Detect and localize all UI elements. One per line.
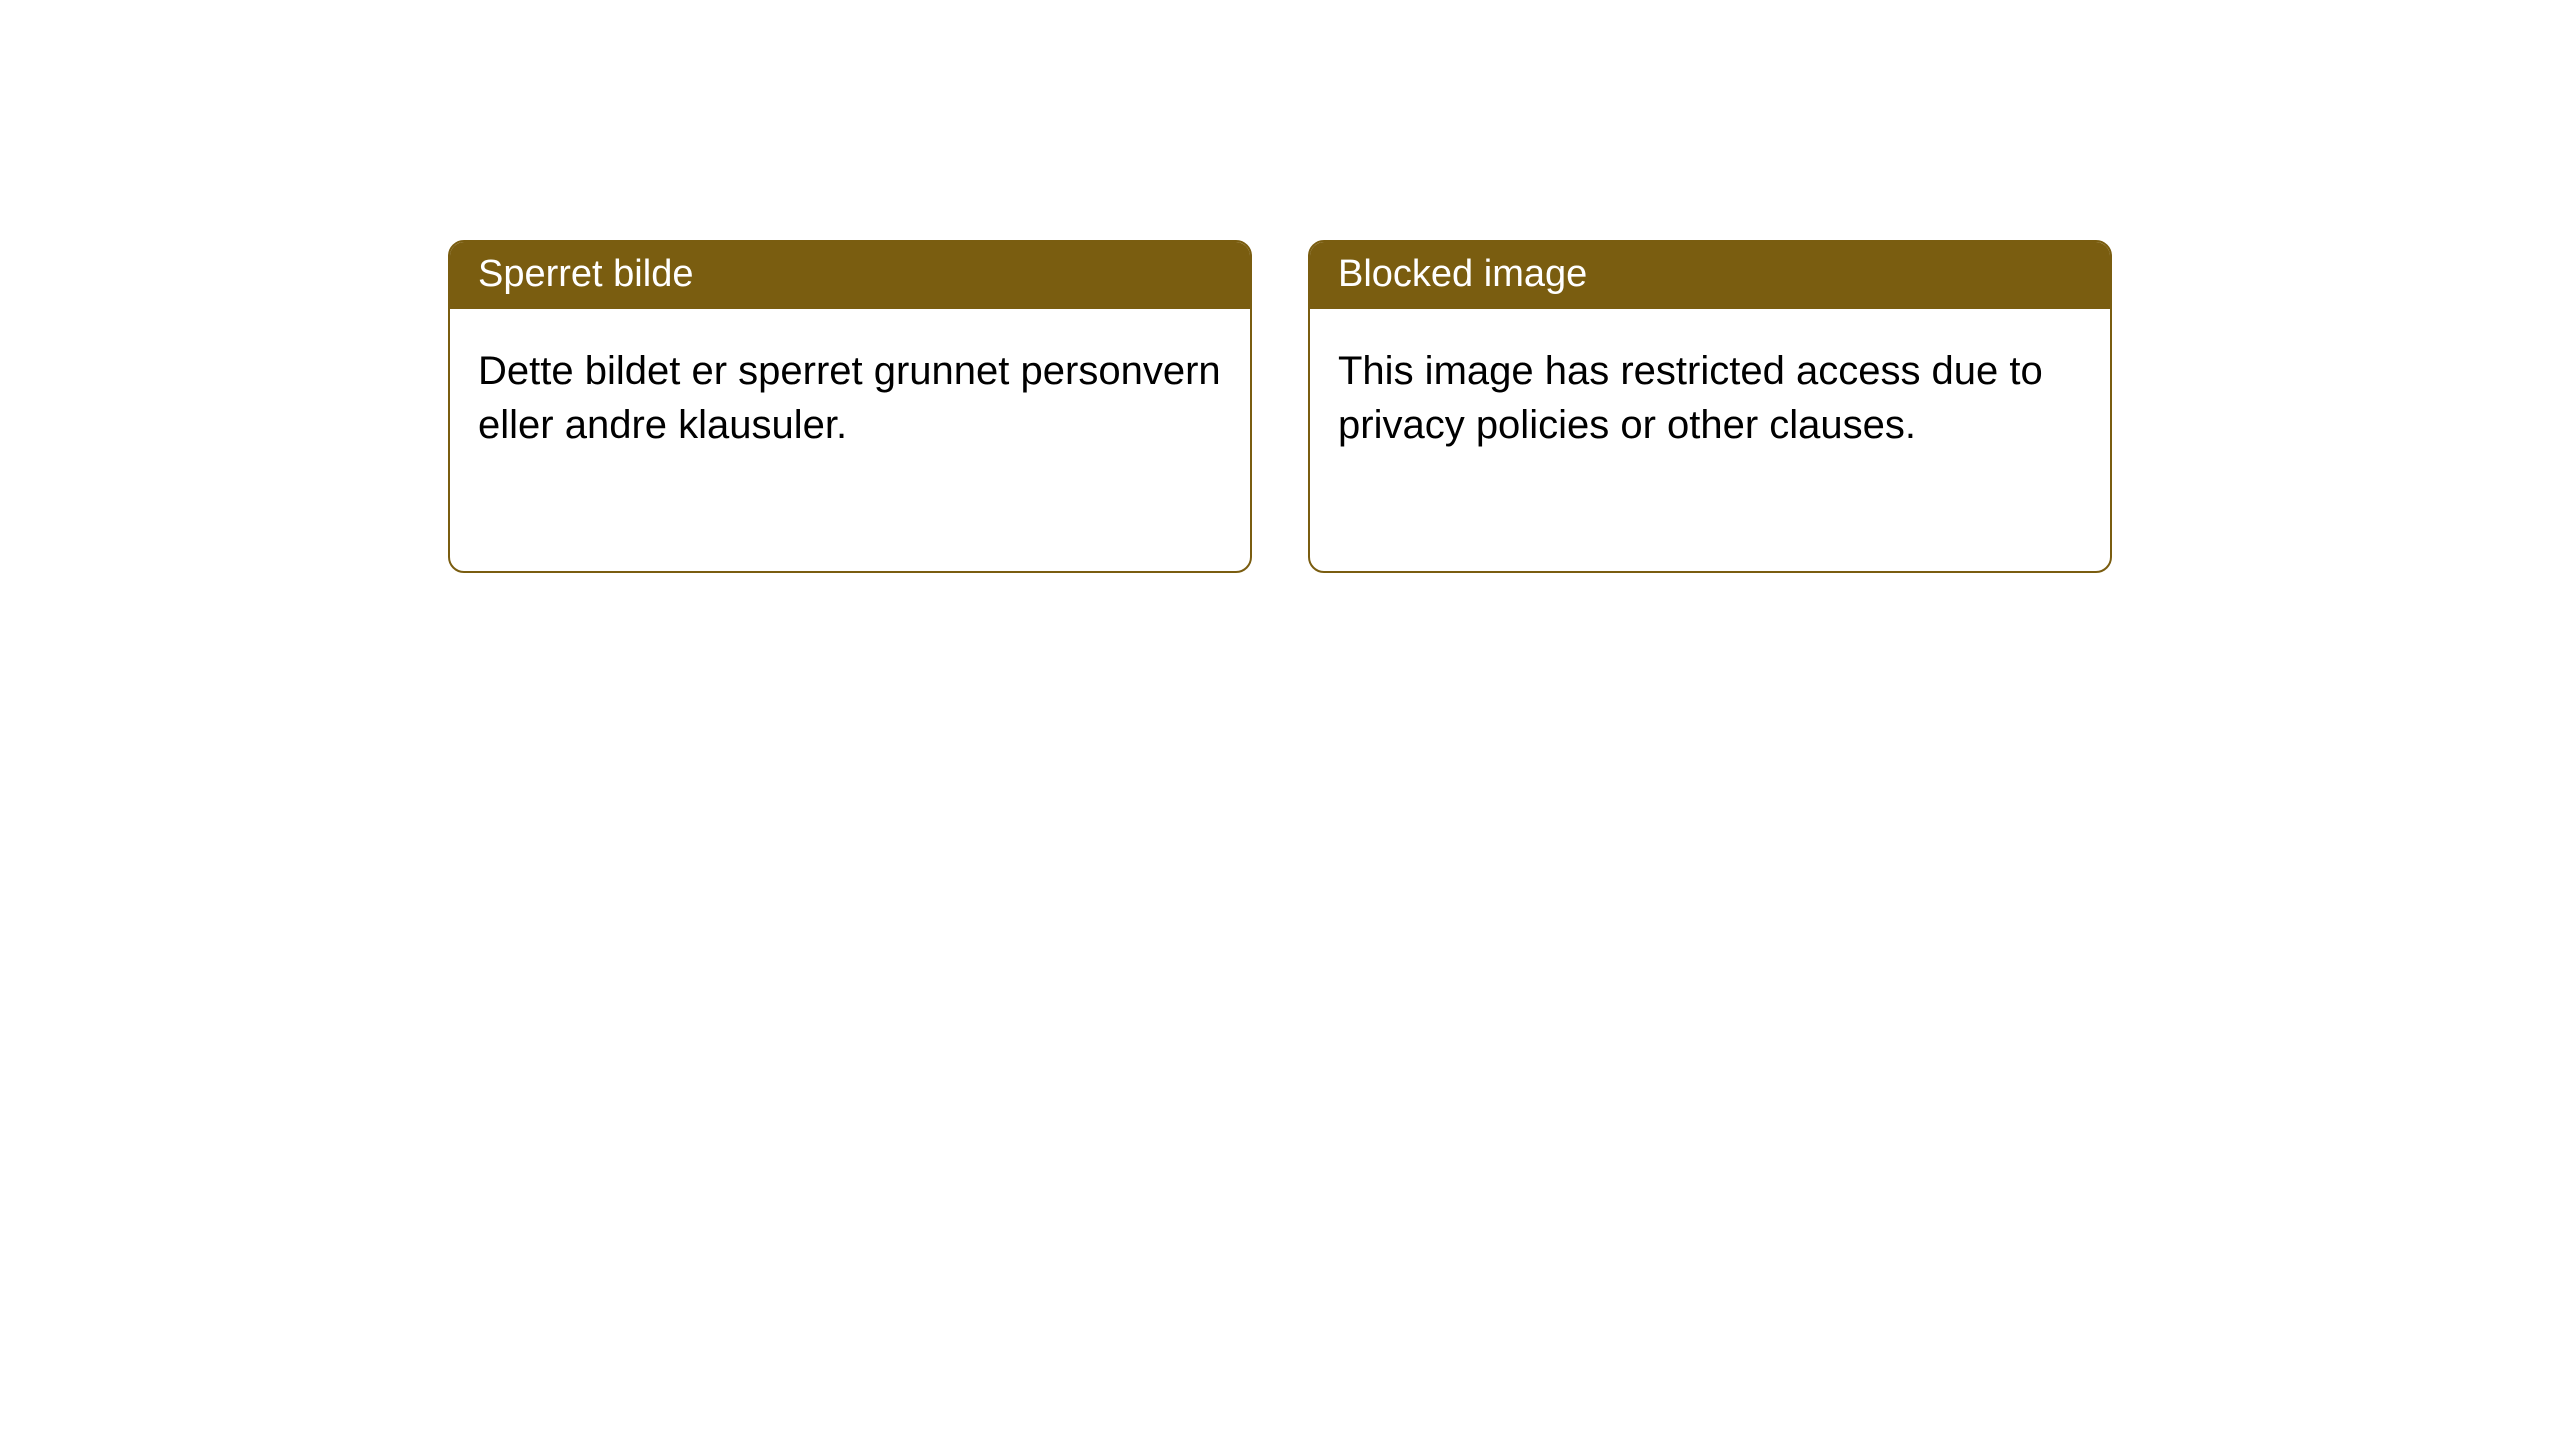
notice-body-norwegian: Dette bildet er sperret grunnet personve… <box>450 309 1250 571</box>
notice-card-english: Blocked image This image has restricted … <box>1308 240 2112 573</box>
notice-card-norwegian: Sperret bilde Dette bildet er sperret gr… <box>448 240 1252 573</box>
notice-header-english: Blocked image <box>1310 242 2110 309</box>
notice-body-english: This image has restricted access due to … <box>1310 309 2110 571</box>
notice-header-norwegian: Sperret bilde <box>450 242 1250 309</box>
notices-container: Sperret bilde Dette bildet er sperret gr… <box>0 0 2560 573</box>
